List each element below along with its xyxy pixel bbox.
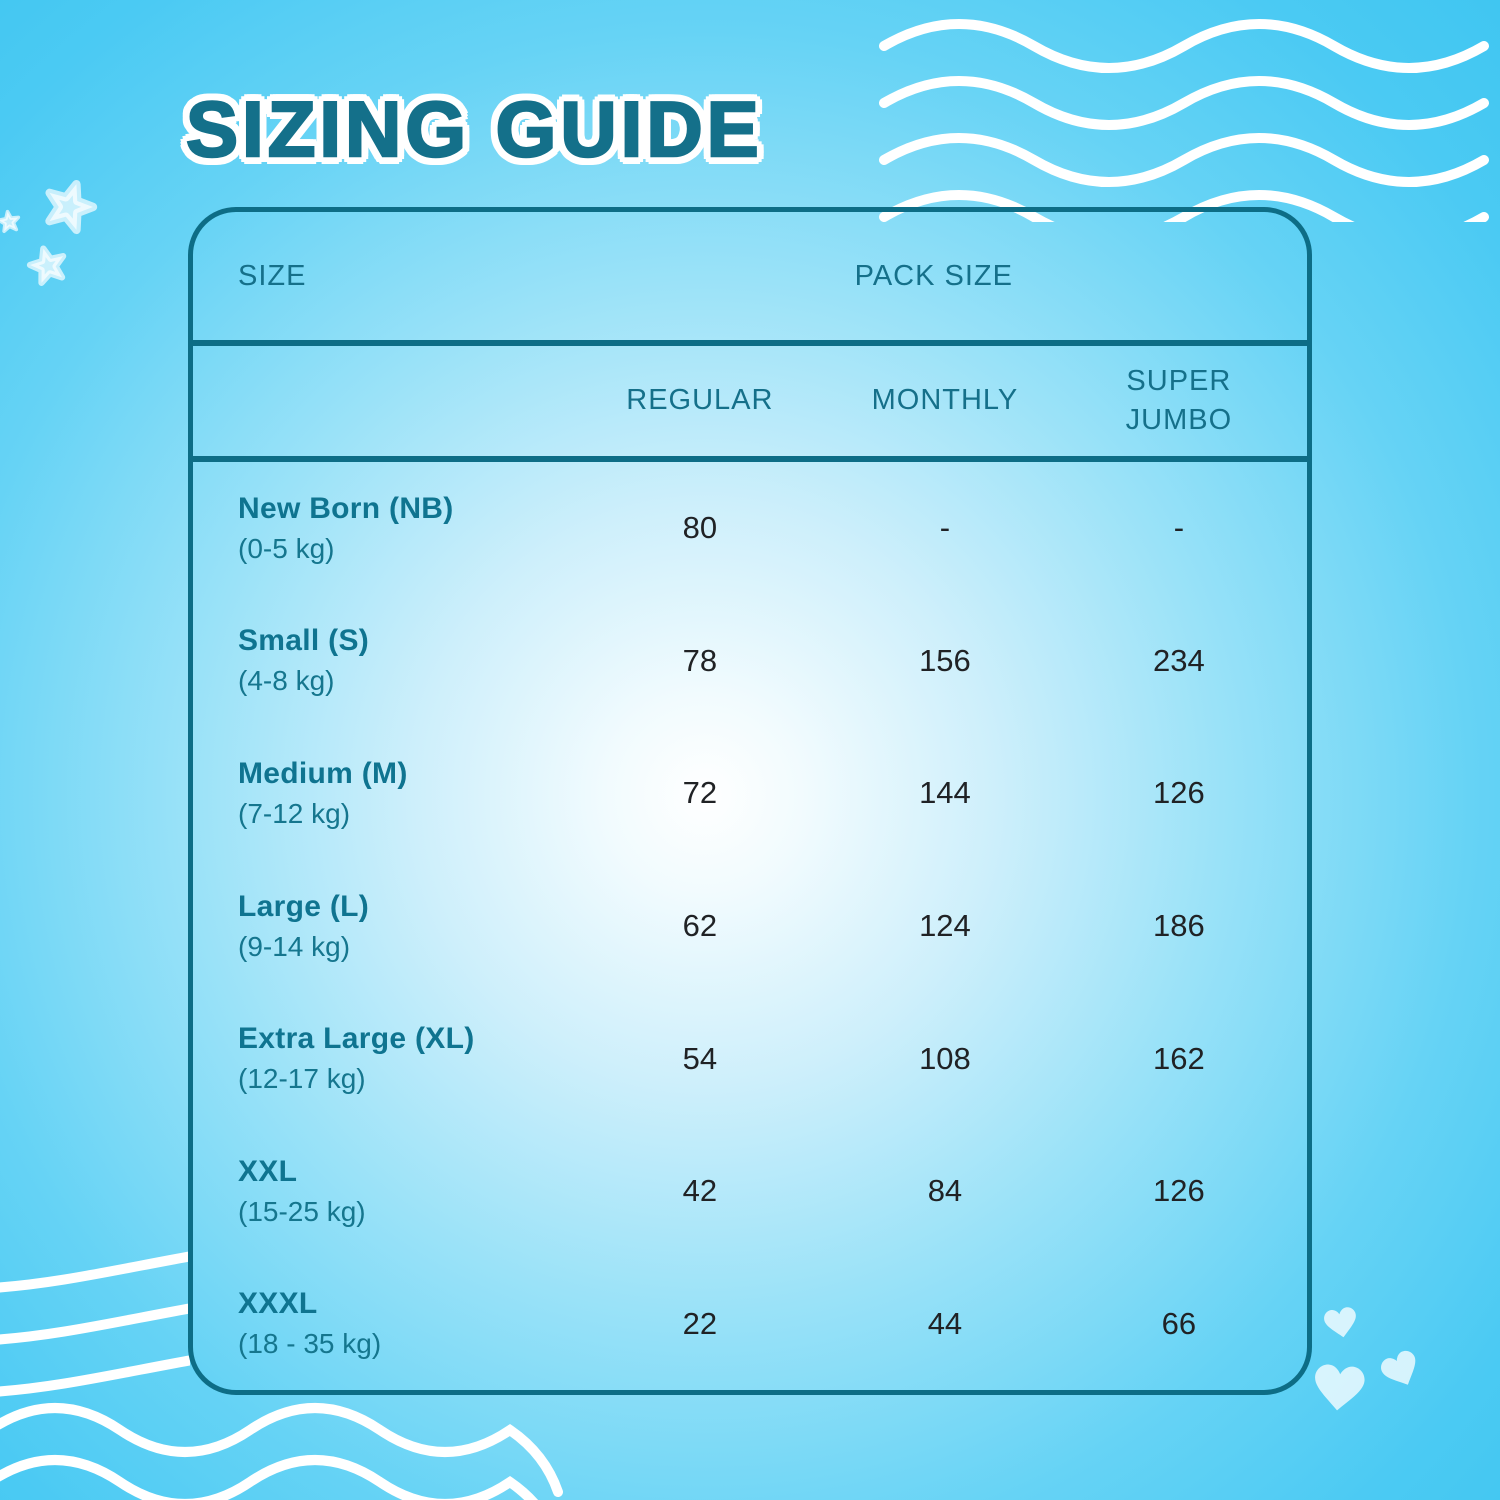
size-weight-range: (18 - 35 kg): [238, 1328, 382, 1360]
table-row-extra-large: Extra Large (XL) (12-17 kg) 54 108 162: [193, 992, 1307, 1125]
size-name: Medium (M): [238, 756, 408, 790]
table-row-large: Large (L) (9-14 kg) 62 124 186: [193, 860, 1307, 993]
monthly-pack-value: -: [939, 510, 951, 546]
table-row-xxxl: XXXL (18 - 35 kg) 22 44 66: [193, 1257, 1307, 1390]
size-weight-range: (4-8 kg): [238, 665, 335, 697]
size-name: XXL: [238, 1154, 298, 1188]
regular-pack-value: 22: [682, 1305, 718, 1341]
page-title: SIZING GUIDE: [185, 84, 763, 175]
stars-icon: [0, 178, 112, 296]
size-column-header: SIZE: [238, 259, 307, 292]
monthly-pack-value: 144: [919, 775, 971, 811]
table-divider: [193, 340, 1307, 346]
super-jumbo-pack-value: 186: [1153, 908, 1205, 944]
monthly-pack-value: 156: [919, 642, 971, 678]
super-jumbo-column-header: SUPER JUMBO: [1125, 364, 1233, 436]
size-weight-range: (0-5 kg): [238, 532, 335, 564]
sizing-table: SIZE PACK SIZE REGULAR MONTHLY SUPER JUM…: [188, 207, 1312, 1395]
hearts-icon: [1312, 1305, 1425, 1413]
size-label: Small (S) (4-8 kg): [193, 624, 583, 697]
size-weight-range: (15-25 kg): [238, 1195, 366, 1227]
size-name: Large (L): [238, 889, 370, 923]
table-body: New Born (NB) (0-5 kg) 80 - - Small (S) …: [193, 462, 1307, 1390]
super-jumbo-pack-value: 162: [1153, 1040, 1205, 1076]
size-label: Large (L) (9-14 kg): [193, 890, 583, 963]
regular-pack-value: 54: [682, 1040, 718, 1076]
regular-pack-value: 62: [682, 908, 718, 944]
size-name: XXXL: [238, 1287, 318, 1321]
size-label: XXL (15-25 kg): [193, 1155, 583, 1228]
size-weight-range: (12-17 kg): [238, 1063, 366, 1095]
wave-lines-icon: [876, 6, 1500, 222]
table-subheader-row: REGULAR MONTHLY SUPER JUMBO: [193, 346, 1307, 456]
table-row-small: Small (S) (4-8 kg) 78 156 234: [193, 595, 1307, 728]
size-name: Small (S): [238, 624, 370, 658]
size-label: XXXL (18 - 35 kg): [193, 1287, 583, 1360]
pack-size-column-header: PACK SIZE: [854, 259, 1013, 292]
size-name: New Born (NB): [238, 491, 454, 525]
table-row-medium: Medium (M) (7-12 kg) 72 144 126: [193, 727, 1307, 860]
wave-lines-icon: [0, 1392, 600, 1500]
size-weight-range: (9-14 kg): [238, 930, 351, 962]
monthly-pack-value: 44: [927, 1305, 963, 1341]
regular-pack-value: 72: [682, 775, 718, 811]
monthly-pack-value: 108: [919, 1040, 971, 1076]
super-jumbo-pack-value: 234: [1153, 642, 1205, 678]
regular-pack-value: 80: [682, 510, 718, 546]
size-label: New Born (NB) (0-5 kg): [193, 492, 583, 565]
super-jumbo-pack-value: -: [1173, 510, 1185, 546]
table-divider: [193, 456, 1307, 462]
monthly-pack-value: 84: [927, 1173, 963, 1209]
super-jumbo-pack-value: 126: [1153, 1173, 1205, 1209]
size-label: Extra Large (XL) (12-17 kg): [193, 1022, 583, 1095]
table-header-group-row: SIZE PACK SIZE: [193, 212, 1307, 340]
monthly-column-header: MONTHLY: [871, 384, 1019, 417]
table-row-xxl: XXL (15-25 kg) 42 84 126: [193, 1125, 1307, 1258]
size-name: Extra Large (XL): [238, 1022, 475, 1056]
super-jumbo-pack-value: 126: [1153, 775, 1205, 811]
regular-column-header: REGULAR: [626, 384, 774, 417]
regular-pack-value: 42: [682, 1173, 718, 1209]
table-row-newborn: New Born (NB) (0-5 kg) 80 - -: [193, 462, 1307, 595]
super-jumbo-pack-value: 66: [1161, 1305, 1197, 1341]
size-label: Medium (M) (7-12 kg): [193, 757, 583, 830]
regular-pack-value: 78: [682, 642, 718, 678]
size-weight-range: (7-12 kg): [238, 797, 351, 829]
monthly-pack-value: 124: [919, 908, 971, 944]
wave-lines-icon: [0, 1240, 190, 1400]
